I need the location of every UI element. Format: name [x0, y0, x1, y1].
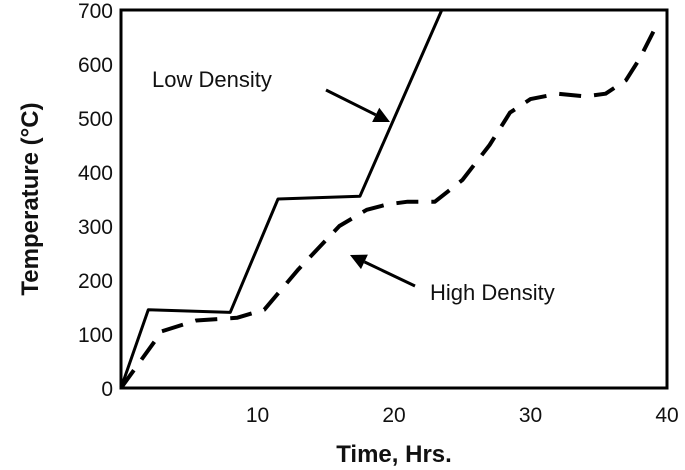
y-tick-label: 0 [101, 378, 113, 401]
annotation-arrow-high-density [363, 260, 416, 288]
y-tick-label: 200 [78, 270, 113, 293]
y-tick-label: 300 [78, 216, 113, 239]
y-axis-ticks: 0 100 200 300 400 500 600 700 [78, 0, 113, 401]
annotation-arrow-low-density [325, 88, 377, 117]
y-tick-label: 700 [78, 0, 113, 23]
y-tick-label: 100 [78, 324, 113, 347]
x-tick-label: 20 [382, 404, 405, 427]
series-line-high-density [119, 30, 656, 390]
series-line-low-density [119, 9, 444, 389]
plot-frame [119, 8, 669, 390]
y-axis-title: Temperature (°C) [17, 102, 44, 295]
arrowhead-high-density [350, 254, 368, 270]
x-tick-label: 30 [519, 404, 542, 427]
x-axis-ticks: 10 20 30 40 [246, 404, 679, 427]
y-tick-label: 400 [78, 162, 113, 185]
annotation-low-density: Low Density [152, 67, 272, 92]
y-tick-label: 600 [78, 54, 113, 77]
annotations: Low Density High Density [152, 67, 555, 305]
x-tick-label: 10 [246, 404, 269, 427]
arrowhead-low-density [372, 107, 390, 122]
x-axis-title: Time, Hrs. [336, 441, 452, 468]
annotation-high-density: High Density [430, 280, 555, 305]
series-layer [119, 9, 656, 390]
x-tick-label: 40 [655, 404, 678, 427]
y-tick-label: 500 [78, 108, 113, 131]
